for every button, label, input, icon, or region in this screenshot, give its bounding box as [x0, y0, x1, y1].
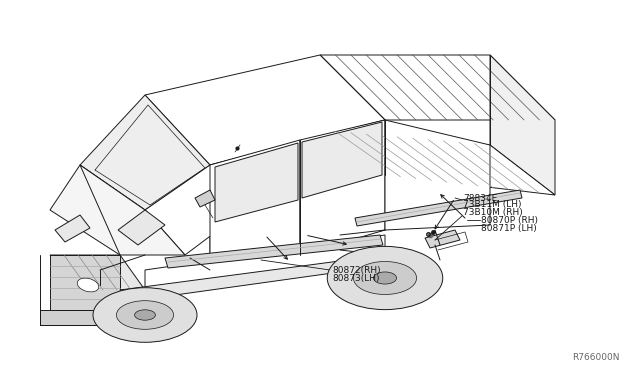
Polygon shape — [80, 165, 185, 255]
Polygon shape — [300, 120, 385, 255]
Ellipse shape — [134, 310, 156, 320]
Text: 73B11M (LH): 73B11M (LH) — [463, 199, 522, 208]
Polygon shape — [215, 143, 298, 222]
Text: R766000N: R766000N — [573, 353, 620, 362]
Polygon shape — [40, 310, 130, 325]
Polygon shape — [355, 190, 522, 226]
Polygon shape — [490, 55, 555, 195]
Polygon shape — [425, 230, 460, 248]
Polygon shape — [145, 165, 245, 255]
Text: 80871P (LH): 80871P (LH) — [481, 224, 537, 232]
Polygon shape — [145, 235, 385, 290]
Ellipse shape — [353, 262, 417, 295]
Text: 80870P (RH): 80870P (RH) — [481, 215, 538, 224]
Polygon shape — [385, 120, 490, 230]
Ellipse shape — [327, 246, 443, 310]
Polygon shape — [195, 190, 215, 207]
Polygon shape — [320, 130, 555, 195]
Text: 80872(RH): 80872(RH) — [332, 266, 381, 275]
Ellipse shape — [77, 278, 99, 292]
Text: 73B10M (RH): 73B10M (RH) — [463, 208, 523, 217]
Polygon shape — [50, 255, 120, 310]
Polygon shape — [165, 235, 383, 268]
Polygon shape — [320, 55, 385, 175]
Polygon shape — [50, 165, 145, 255]
Text: 80873(LH): 80873(LH) — [332, 273, 380, 282]
Ellipse shape — [93, 288, 197, 342]
Ellipse shape — [116, 301, 173, 329]
Polygon shape — [80, 95, 210, 210]
Polygon shape — [55, 215, 90, 242]
Polygon shape — [118, 210, 165, 245]
Polygon shape — [210, 140, 300, 270]
Polygon shape — [145, 55, 385, 165]
Text: 78834E: 78834E — [463, 193, 497, 202]
Polygon shape — [120, 255, 390, 302]
Polygon shape — [210, 120, 385, 270]
Polygon shape — [50, 255, 145, 290]
Ellipse shape — [374, 272, 397, 284]
Polygon shape — [320, 55, 555, 120]
Polygon shape — [302, 122, 382, 198]
